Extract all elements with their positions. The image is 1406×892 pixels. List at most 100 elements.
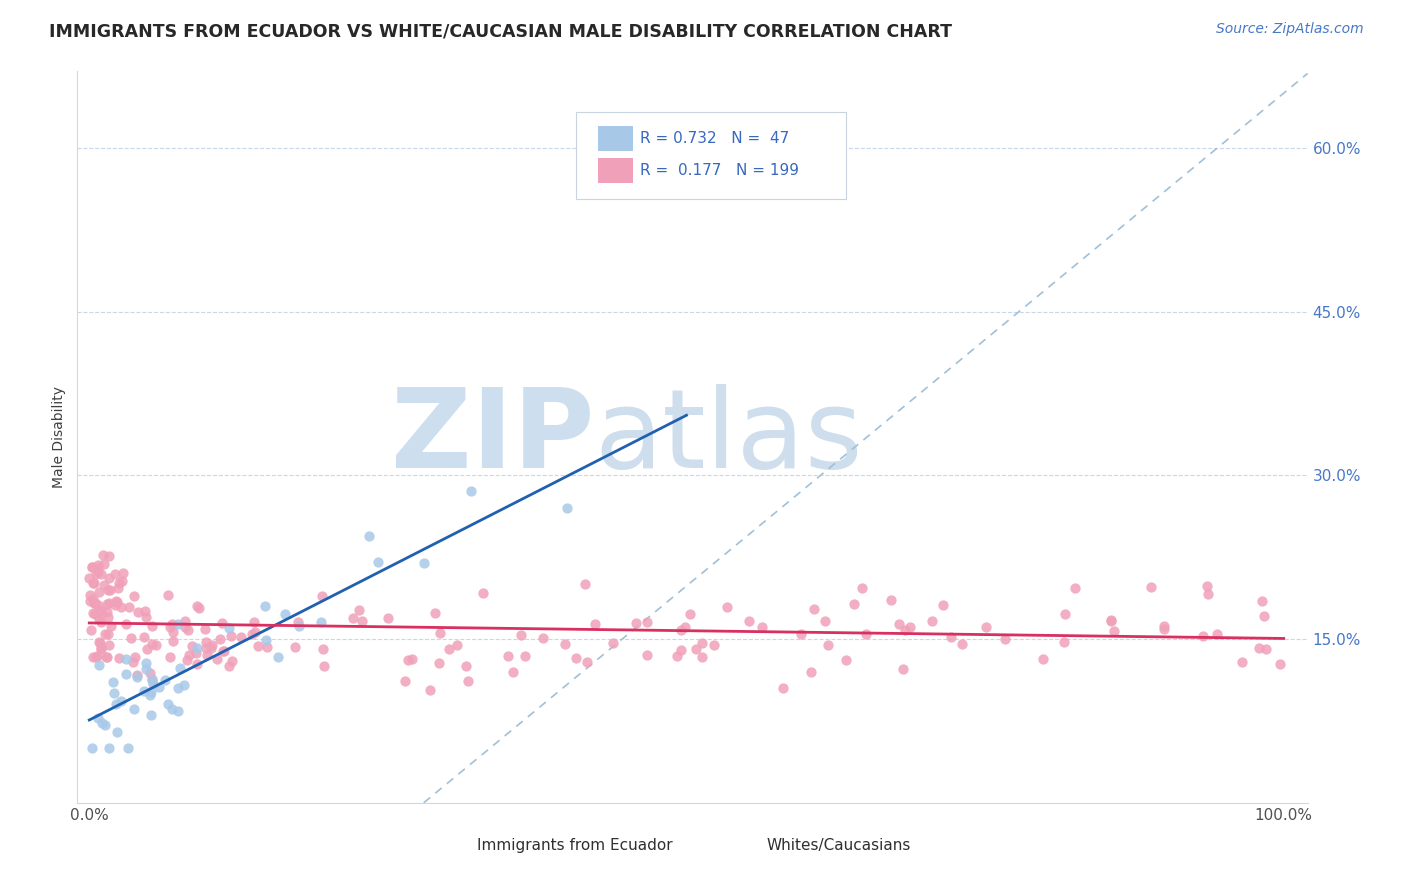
Point: [184, 647, 207, 661]
Point: [803, 602, 825, 616]
Point: [114, 616, 136, 631]
Point: [96, 605, 118, 619]
Point: [1250, 593, 1272, 607]
Point: [891, 662, 914, 676]
Point: [437, 642, 460, 657]
Point: [105, 595, 128, 609]
Point: [218, 658, 240, 673]
Point: [87, 598, 110, 612]
Point: [1230, 655, 1253, 669]
Point: [887, 617, 910, 632]
Point: [751, 620, 773, 634]
Point: [243, 615, 266, 629]
Point: [122, 655, 145, 669]
Point: [427, 656, 450, 670]
Point: [256, 640, 278, 654]
Point: [108, 651, 131, 665]
Point: [100, 619, 122, 633]
Point: [87, 657, 110, 672]
Point: [716, 600, 738, 615]
Point: [93, 558, 115, 572]
Point: [110, 693, 132, 707]
Point: [83, 607, 105, 621]
Point: [357, 528, 380, 542]
Point: [117, 741, 139, 756]
Point: [671, 623, 693, 637]
Text: Source: ZipAtlas.com: Source: ZipAtlas.com: [1216, 22, 1364, 37]
Point: [194, 640, 217, 655]
Point: [879, 593, 901, 607]
Point: [139, 708, 162, 723]
Point: [211, 644, 233, 658]
Point: [135, 662, 157, 676]
Point: [104, 594, 127, 608]
FancyBboxPatch shape: [727, 836, 759, 857]
Point: [141, 672, 163, 686]
Point: [221, 654, 243, 668]
Point: [412, 556, 434, 570]
Point: [1153, 619, 1175, 633]
Point: [626, 616, 648, 631]
Point: [82, 575, 104, 590]
Point: [97, 583, 120, 598]
Point: [90, 615, 112, 629]
Point: [401, 652, 423, 666]
Point: [194, 622, 217, 636]
Point: [134, 604, 156, 618]
Point: [174, 620, 197, 634]
Point: [139, 689, 162, 703]
Point: [107, 575, 129, 590]
Point: [950, 636, 973, 650]
Point: [218, 621, 240, 635]
Point: [419, 682, 441, 697]
Point: [284, 640, 307, 655]
Point: [101, 675, 124, 690]
Point: [195, 648, 218, 663]
Point: [94, 718, 117, 732]
Point: [669, 141, 692, 155]
Point: [1253, 609, 1275, 624]
Point: [941, 630, 963, 644]
Text: R =  0.177   N = 199: R = 0.177 N = 199: [640, 162, 799, 178]
Point: [342, 611, 364, 625]
Point: [229, 630, 252, 644]
Point: [394, 674, 416, 689]
Point: [311, 641, 333, 656]
Point: [90, 603, 112, 617]
Point: [110, 600, 132, 615]
Point: [167, 617, 190, 632]
Point: [212, 644, 235, 658]
Point: [141, 673, 163, 687]
Point: [139, 666, 162, 681]
Point: [429, 625, 451, 640]
Point: [814, 615, 837, 629]
Point: [86, 650, 108, 665]
Point: [80, 559, 103, 574]
Y-axis label: Male Disability: Male Disability: [52, 386, 66, 488]
Point: [690, 650, 713, 665]
Point: [145, 638, 167, 652]
Point: [124, 649, 146, 664]
Point: [160, 617, 183, 632]
Point: [142, 677, 165, 691]
Point: [502, 665, 524, 679]
Point: [186, 641, 208, 656]
Point: [87, 565, 110, 579]
Point: [367, 555, 389, 569]
Point: [703, 638, 725, 652]
Point: [94, 627, 117, 641]
Point: [162, 634, 184, 648]
Point: [135, 642, 157, 657]
Point: [201, 638, 224, 652]
Point: [685, 642, 707, 657]
Point: [105, 725, 128, 739]
Point: [1102, 624, 1125, 639]
Point: [200, 640, 222, 655]
Point: [309, 615, 332, 629]
Point: [509, 628, 531, 642]
Point: [104, 697, 127, 711]
Point: [602, 635, 624, 649]
Point: [287, 615, 309, 629]
Point: [127, 605, 149, 619]
Point: [177, 648, 200, 663]
